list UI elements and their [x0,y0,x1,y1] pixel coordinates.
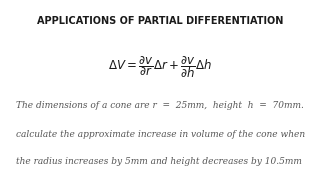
Text: The dimensions of a cone are r  =  25mm,  height  h  =  70mm.: The dimensions of a cone are r = 25mm, h… [16,101,304,110]
Text: $\Delta V = \dfrac{\partial v}{\partial r}\Delta r + \dfrac{\partial v}{\partial: $\Delta V = \dfrac{\partial v}{\partial … [108,54,212,80]
Text: calculate the approximate increase in volume of the cone when: calculate the approximate increase in vo… [16,130,305,139]
Text: APPLICATIONS OF PARTIAL DIFFERENTIATION: APPLICATIONS OF PARTIAL DIFFERENTIATION [37,16,283,26]
Text: the radius increases by 5mm and height decreases by 10.5mm: the radius increases by 5mm and height d… [16,157,302,166]
